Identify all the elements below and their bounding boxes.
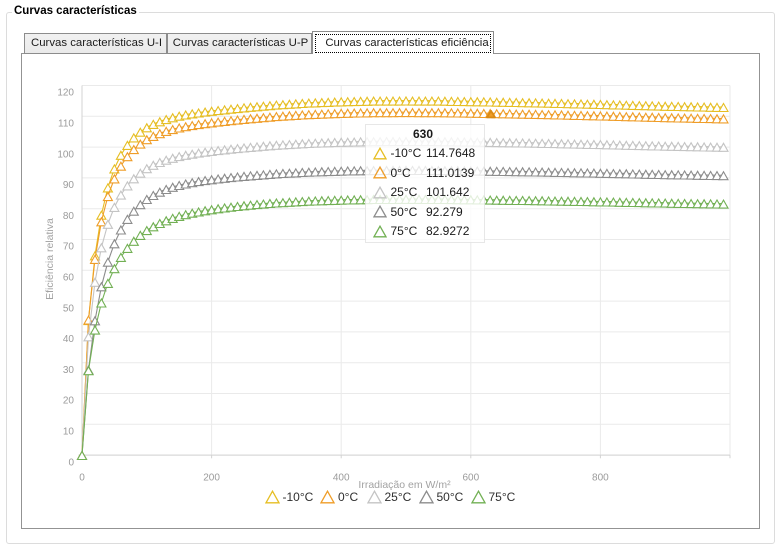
svg-text:Eficiência relativa: Eficiência relativa (44, 218, 56, 300)
svg-text:800: 800 (592, 472, 609, 483)
svg-text:90: 90 (63, 180, 75, 191)
svg-text:70: 70 (63, 242, 75, 253)
svg-text:Irradiação em W/m²: Irradiação em W/m² (358, 479, 451, 491)
svg-text:0: 0 (79, 472, 85, 483)
svg-text:50: 50 (63, 303, 75, 314)
svg-text:20: 20 (63, 396, 75, 407)
svg-text:120: 120 (57, 88, 74, 99)
svg-text:110: 110 (58, 119, 74, 130)
svg-text:60: 60 (63, 273, 75, 284)
svg-text:10: 10 (63, 427, 75, 438)
svg-text:80: 80 (63, 211, 75, 222)
svg-text:30: 30 (63, 365, 75, 376)
svg-text:100: 100 (57, 149, 74, 160)
svg-text:200: 200 (203, 472, 220, 483)
svg-text:0: 0 (68, 457, 74, 468)
svg-text:400: 400 (333, 472, 350, 483)
svg-text:600: 600 (462, 472, 479, 483)
svg-text:40: 40 (63, 334, 75, 345)
